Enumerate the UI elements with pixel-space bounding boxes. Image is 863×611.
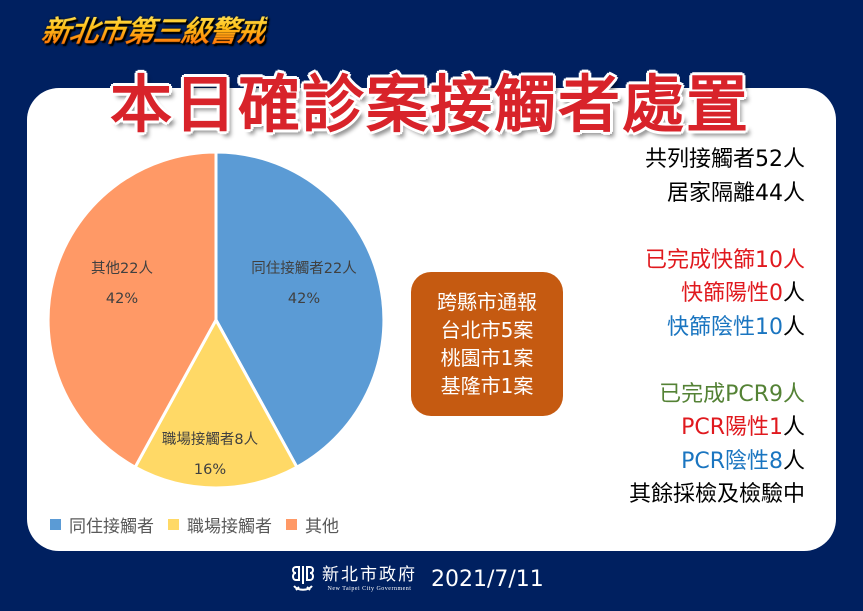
stat-rapid-negative-value: 快篩陰性10 bbox=[666, 314, 783, 340]
footer: 新北市政府 New Taipei City Government 2021/7/… bbox=[290, 564, 544, 594]
pie-label-workplace-count: 職場接觸者8人 bbox=[161, 432, 259, 448]
org-name: 新北市政府 New Taipei City Government bbox=[322, 565, 417, 593]
alert-level-title: 新北市第三級警戒 bbox=[39, 8, 269, 50]
pie-label-other-count: 其他22人 bbox=[91, 261, 153, 277]
cross-county-taoyuan: 桃園市1案 bbox=[440, 346, 534, 370]
pie-label-cohabiting-count: 同住接觸者22人 bbox=[251, 261, 357, 277]
stat-unit: 人 bbox=[782, 314, 805, 340]
stat-unit: 人 bbox=[782, 281, 805, 306]
pie-chart: 同住接觸者22人 42% 職場接觸者8人 16% 其他22人 42% bbox=[46, 150, 386, 490]
pie-chart-svg bbox=[46, 150, 386, 490]
stat-pcr-done: 已完成PCR9人 bbox=[659, 381, 805, 407]
pie-label-cohabiting: 同住接觸者22人 42% bbox=[251, 254, 356, 314]
legend-swatch-blue-icon bbox=[50, 519, 61, 530]
spacer bbox=[629, 344, 805, 378]
stat-pending: 其餘採檢及檢驗中 bbox=[628, 482, 805, 507]
legend-label: 其他 bbox=[305, 517, 339, 537]
spacer bbox=[629, 210, 805, 244]
pie-label-workplace-pct: 16% bbox=[193, 462, 227, 478]
stat-pcr-negative: PCR陰性8人 bbox=[629, 445, 805, 479]
stat-rapid-positive-value: 快篩陽性0 bbox=[680, 281, 783, 306]
legend-item-cohabiting[interactable]: 同住接觸者 bbox=[50, 512, 154, 537]
cross-county-title: 跨縣市通報 bbox=[437, 290, 537, 314]
legend-label: 同住接觸者 bbox=[69, 517, 154, 537]
government-logo: 新北市政府 New Taipei City Government bbox=[290, 564, 417, 594]
report-date: 2021/7/11 bbox=[431, 566, 544, 592]
stat-unit: 人 bbox=[782, 415, 805, 440]
stats-panel: 共列接觸者52人 居家隔離44人 已完成快篩10人 快篩陽性0人 快篩陰性10人… bbox=[629, 143, 805, 512]
stat-rapid-done: 已完成快篩10人 bbox=[645, 247, 805, 273]
pie-slice-workplace[interactable] bbox=[133, 316, 299, 490]
pie-label-cohabiting-pct: 42% bbox=[287, 291, 321, 307]
legend-swatch-yellow-icon bbox=[168, 519, 179, 530]
legend-label: 職場接觸者 bbox=[187, 517, 272, 537]
stat-pcr-positive-value: PCR陽性1 bbox=[681, 415, 783, 440]
chart-legend: 同住接觸者 職場接觸者 其他 bbox=[50, 512, 339, 537]
pie-label-other-pct: 42% bbox=[105, 291, 139, 307]
stat-rapid-positive: 快篩陽性0人 bbox=[629, 277, 805, 311]
org-name-zh: 新北市政府 bbox=[322, 565, 417, 585]
cross-county-keelung: 基隆市1案 bbox=[440, 374, 534, 398]
pie-label-other: 其他22人 42% bbox=[91, 254, 153, 314]
pie-slice-cohabiting[interactable] bbox=[214, 150, 386, 470]
pie-label-workplace: 職場接觸者8人 16% bbox=[162, 425, 258, 485]
stat-unit: 人 bbox=[782, 448, 805, 474]
cross-county-notice-box: 跨縣市通報 台北市5案 桃園市1案 基隆市1案 bbox=[411, 272, 563, 416]
pie-slice-other[interactable] bbox=[46, 150, 218, 470]
org-name-en: New Taipei City Government bbox=[327, 586, 412, 592]
stat-rapid-negative: 快篩陰性10人 bbox=[629, 311, 805, 345]
page-title: 本日確診案接觸者處置 bbox=[110, 68, 751, 141]
stat-total-contacts: 共列接觸者52人 bbox=[645, 147, 805, 172]
legend-swatch-orange-icon bbox=[286, 519, 297, 530]
legend-item-other[interactable]: 其他 bbox=[286, 512, 339, 537]
stat-pcr-negative-value: PCR陰性8 bbox=[681, 448, 783, 474]
new-taipei-emblem-icon bbox=[292, 566, 314, 591]
legend-item-workplace[interactable]: 職場接觸者 bbox=[168, 512, 272, 537]
stat-pcr-positive: PCR陽性1人 bbox=[629, 411, 805, 445]
stat-home-isolation: 居家隔離44人 bbox=[667, 180, 805, 206]
cross-county-taipei: 台北市5案 bbox=[440, 318, 534, 342]
